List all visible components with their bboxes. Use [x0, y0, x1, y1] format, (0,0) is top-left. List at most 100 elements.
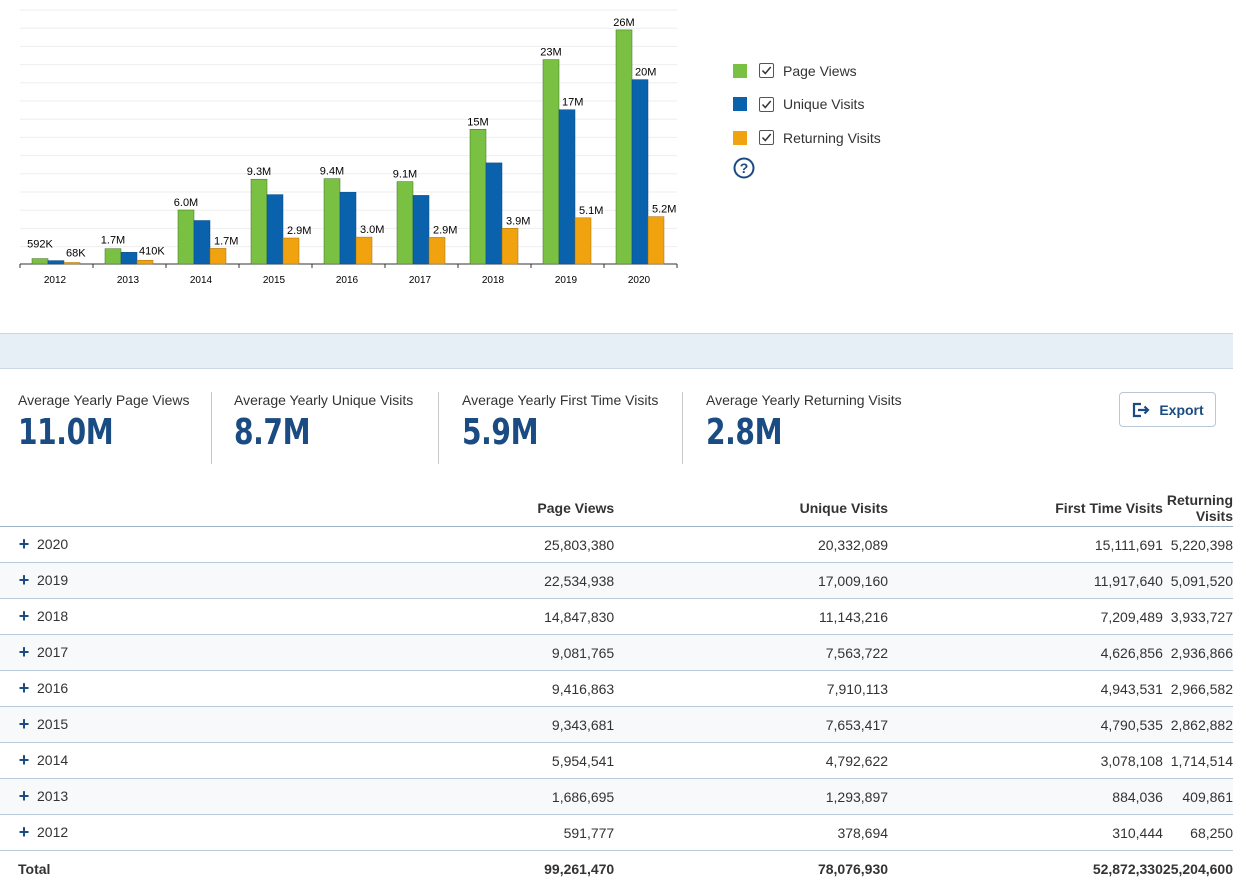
header-page-views[interactable]: Page Views [379, 490, 615, 527]
x-tick-label: 2017 [409, 275, 432, 286]
expand-plus-icon[interactable]: + [18, 678, 30, 698]
legend-item-returning-visits[interactable]: Returning Visits [733, 121, 881, 155]
x-tick-label: 2018 [482, 275, 505, 286]
row-year-cell[interactable]: +2020 [0, 526, 380, 563]
bar-unique-visits [339, 191, 357, 265]
cell-page-views: 1,686,695 [379, 778, 615, 815]
cell-unique-visits: 4,792,622 [614, 742, 889, 779]
stat-label: Average Yearly Unique Visits [234, 392, 414, 408]
stat-avg-first-time-visits: Average Yearly First Time Visits 5.9M [462, 392, 658, 464]
table-row[interactable]: +2012 591,777 378,694 310,444 68,250 [0, 814, 1233, 851]
cell-unique-visits: 7,910,113 [614, 670, 889, 707]
cell-first-time-visits: 4,790,535 [888, 706, 1163, 743]
table-row[interactable]: +2013 1,686,695 1,293,897 884,036 409,861 [0, 778, 1233, 815]
bar-unique-visits [485, 162, 503, 265]
table-row[interactable]: +2018 14,847,830 11,143,216 7,209,489 3,933,… [0, 598, 1233, 635]
row-year: 2012 [37, 824, 69, 840]
stat-avg-returning-visits: Average Yearly Returning Visits 2.8M [706, 392, 902, 464]
cell-returning-visits: 2,936,866 [1162, 634, 1233, 671]
summary-stats: Average Yearly Page Views 11.0M Average … [0, 392, 1233, 467]
cell-unique-visits: 7,563,722 [614, 634, 889, 671]
question-circle-icon[interactable]: ? [733, 157, 755, 179]
row-year-cell[interactable]: +2017 [0, 634, 380, 671]
cell-first-time-visits: 4,626,856 [888, 634, 1163, 671]
legend-item-page-views[interactable]: Page Views [733, 54, 881, 88]
x-tick-label: 2012 [44, 275, 67, 286]
table-row[interactable]: +2015 9,343,681 7,653,417 4,790,535 2,862,88… [0, 706, 1233, 743]
data-label: 9.3M [247, 166, 271, 178]
expand-plus-icon[interactable]: + [18, 822, 30, 842]
cell-first-time-visits: 7,209,489 [888, 598, 1163, 635]
bar-returning-visits [209, 248, 227, 265]
table-row[interactable]: +2017 9,081,765 7,563,722 4,626,856 2,936,86… [0, 634, 1233, 671]
row-year-cell[interactable]: +2013 [0, 778, 380, 815]
cell-unique-visits: 17,009,160 [614, 562, 889, 599]
table-total-row: Total 99,261,470 78,076,930 52,872,330 25,20… [0, 851, 1233, 887]
legend-swatch-unique-visits [733, 97, 747, 112]
row-year-cell[interactable]: +2014 [0, 742, 380, 779]
header-year [0, 490, 380, 527]
data-label: 20M [635, 67, 656, 79]
total-first-time-visits: 52,872,330 [1092, 860, 1163, 877]
cell-returning-visits: 2,966,582 [1162, 670, 1233, 707]
cell-page-views: 5,954,541 [379, 742, 615, 779]
x-tick-label: 2020 [628, 275, 651, 286]
x-tick-label: 2014 [190, 275, 213, 286]
bar-unique-visits [412, 195, 430, 265]
expand-plus-icon[interactable]: + [18, 606, 30, 626]
row-year-cell[interactable]: +2019 [0, 562, 380, 599]
row-year: 2019 [37, 572, 69, 588]
header-returning-visits[interactable]: Returning Visits [1162, 490, 1233, 527]
x-tick-label: 2013 [117, 275, 140, 286]
bar-returning-visits [647, 216, 665, 265]
export-button[interactable]: Export [1119, 392, 1216, 427]
stat-value: 11.0M [18, 412, 114, 453]
row-year-cell[interactable]: +2018 [0, 598, 380, 635]
cell-unique-visits: 378,694 [614, 814, 889, 851]
cell-first-time-visits: 15,111,691 [888, 526, 1163, 563]
cell-first-time-visits: 310,444 [888, 814, 1163, 851]
data-label: 1.7M [214, 235, 238, 247]
data-label: 1.7M [101, 235, 125, 247]
stat-divider [682, 392, 683, 464]
header-first-time-visits[interactable]: First Time Visits [888, 490, 1163, 527]
total-unique-visits: 78,076,930 [817, 860, 889, 877]
x-tick-label: 2019 [555, 275, 578, 286]
cell-first-time-visits: 11,917,640 [888, 562, 1163, 599]
legend-checkbox-unique-visits[interactable] [759, 96, 774, 112]
stat-label: Average Yearly First Time Visits [462, 392, 659, 408]
row-year-cell[interactable]: +2012 [0, 814, 380, 851]
legend-item-unique-visits[interactable]: Unique Visits [733, 88, 881, 122]
bar-returning-visits [282, 237, 300, 265]
bar-returning-visits [63, 262, 81, 265]
cell-returning-visits: 409,861 [1162, 778, 1233, 815]
expand-plus-icon[interactable]: + [18, 786, 30, 806]
legend-checkbox-returning-visits[interactable] [759, 130, 774, 146]
legend-swatch-returning-visits [733, 130, 747, 145]
bar-page-views [104, 248, 122, 265]
legend-checkbox-page-views[interactable] [759, 63, 774, 79]
expand-plus-icon[interactable]: + [18, 750, 30, 770]
table-row[interactable]: +2020 25,803,380 20,332,089 15,111,691 5,220… [0, 526, 1233, 563]
row-year: 2017 [37, 644, 69, 660]
checkmark-icon [761, 133, 772, 142]
cell-page-views: 25,803,380 [379, 526, 615, 563]
checkmark-icon [761, 66, 772, 75]
table-row[interactable]: +2014 5,954,541 4,792,622 3,078,108 1,714,51… [0, 742, 1233, 779]
legend-label-page-views: Page Views [783, 62, 857, 79]
bar-page-views [469, 129, 487, 265]
bar-returning-visits [136, 260, 154, 265]
stat-label: Average Yearly Returning Visits [706, 392, 902, 408]
expand-plus-icon[interactable]: + [18, 714, 30, 734]
table-row[interactable]: +2019 22,534,938 17,009,160 11,917,640 5,091… [0, 562, 1233, 599]
expand-plus-icon[interactable]: + [18, 570, 30, 590]
row-year-cell[interactable]: +2016 [0, 670, 380, 707]
total-label: Total [18, 860, 51, 877]
data-label: 9.4M [320, 166, 344, 178]
expand-plus-icon[interactable]: + [18, 642, 30, 662]
row-year-cell[interactable]: +2015 [0, 706, 380, 743]
table-row[interactable]: +2016 9,416,863 7,910,113 4,943,531 2,966,58… [0, 670, 1233, 707]
cell-unique-visits: 11,143,216 [614, 598, 889, 635]
expand-plus-icon[interactable]: + [18, 534, 30, 554]
header-unique-visits[interactable]: Unique Visits [614, 490, 889, 527]
